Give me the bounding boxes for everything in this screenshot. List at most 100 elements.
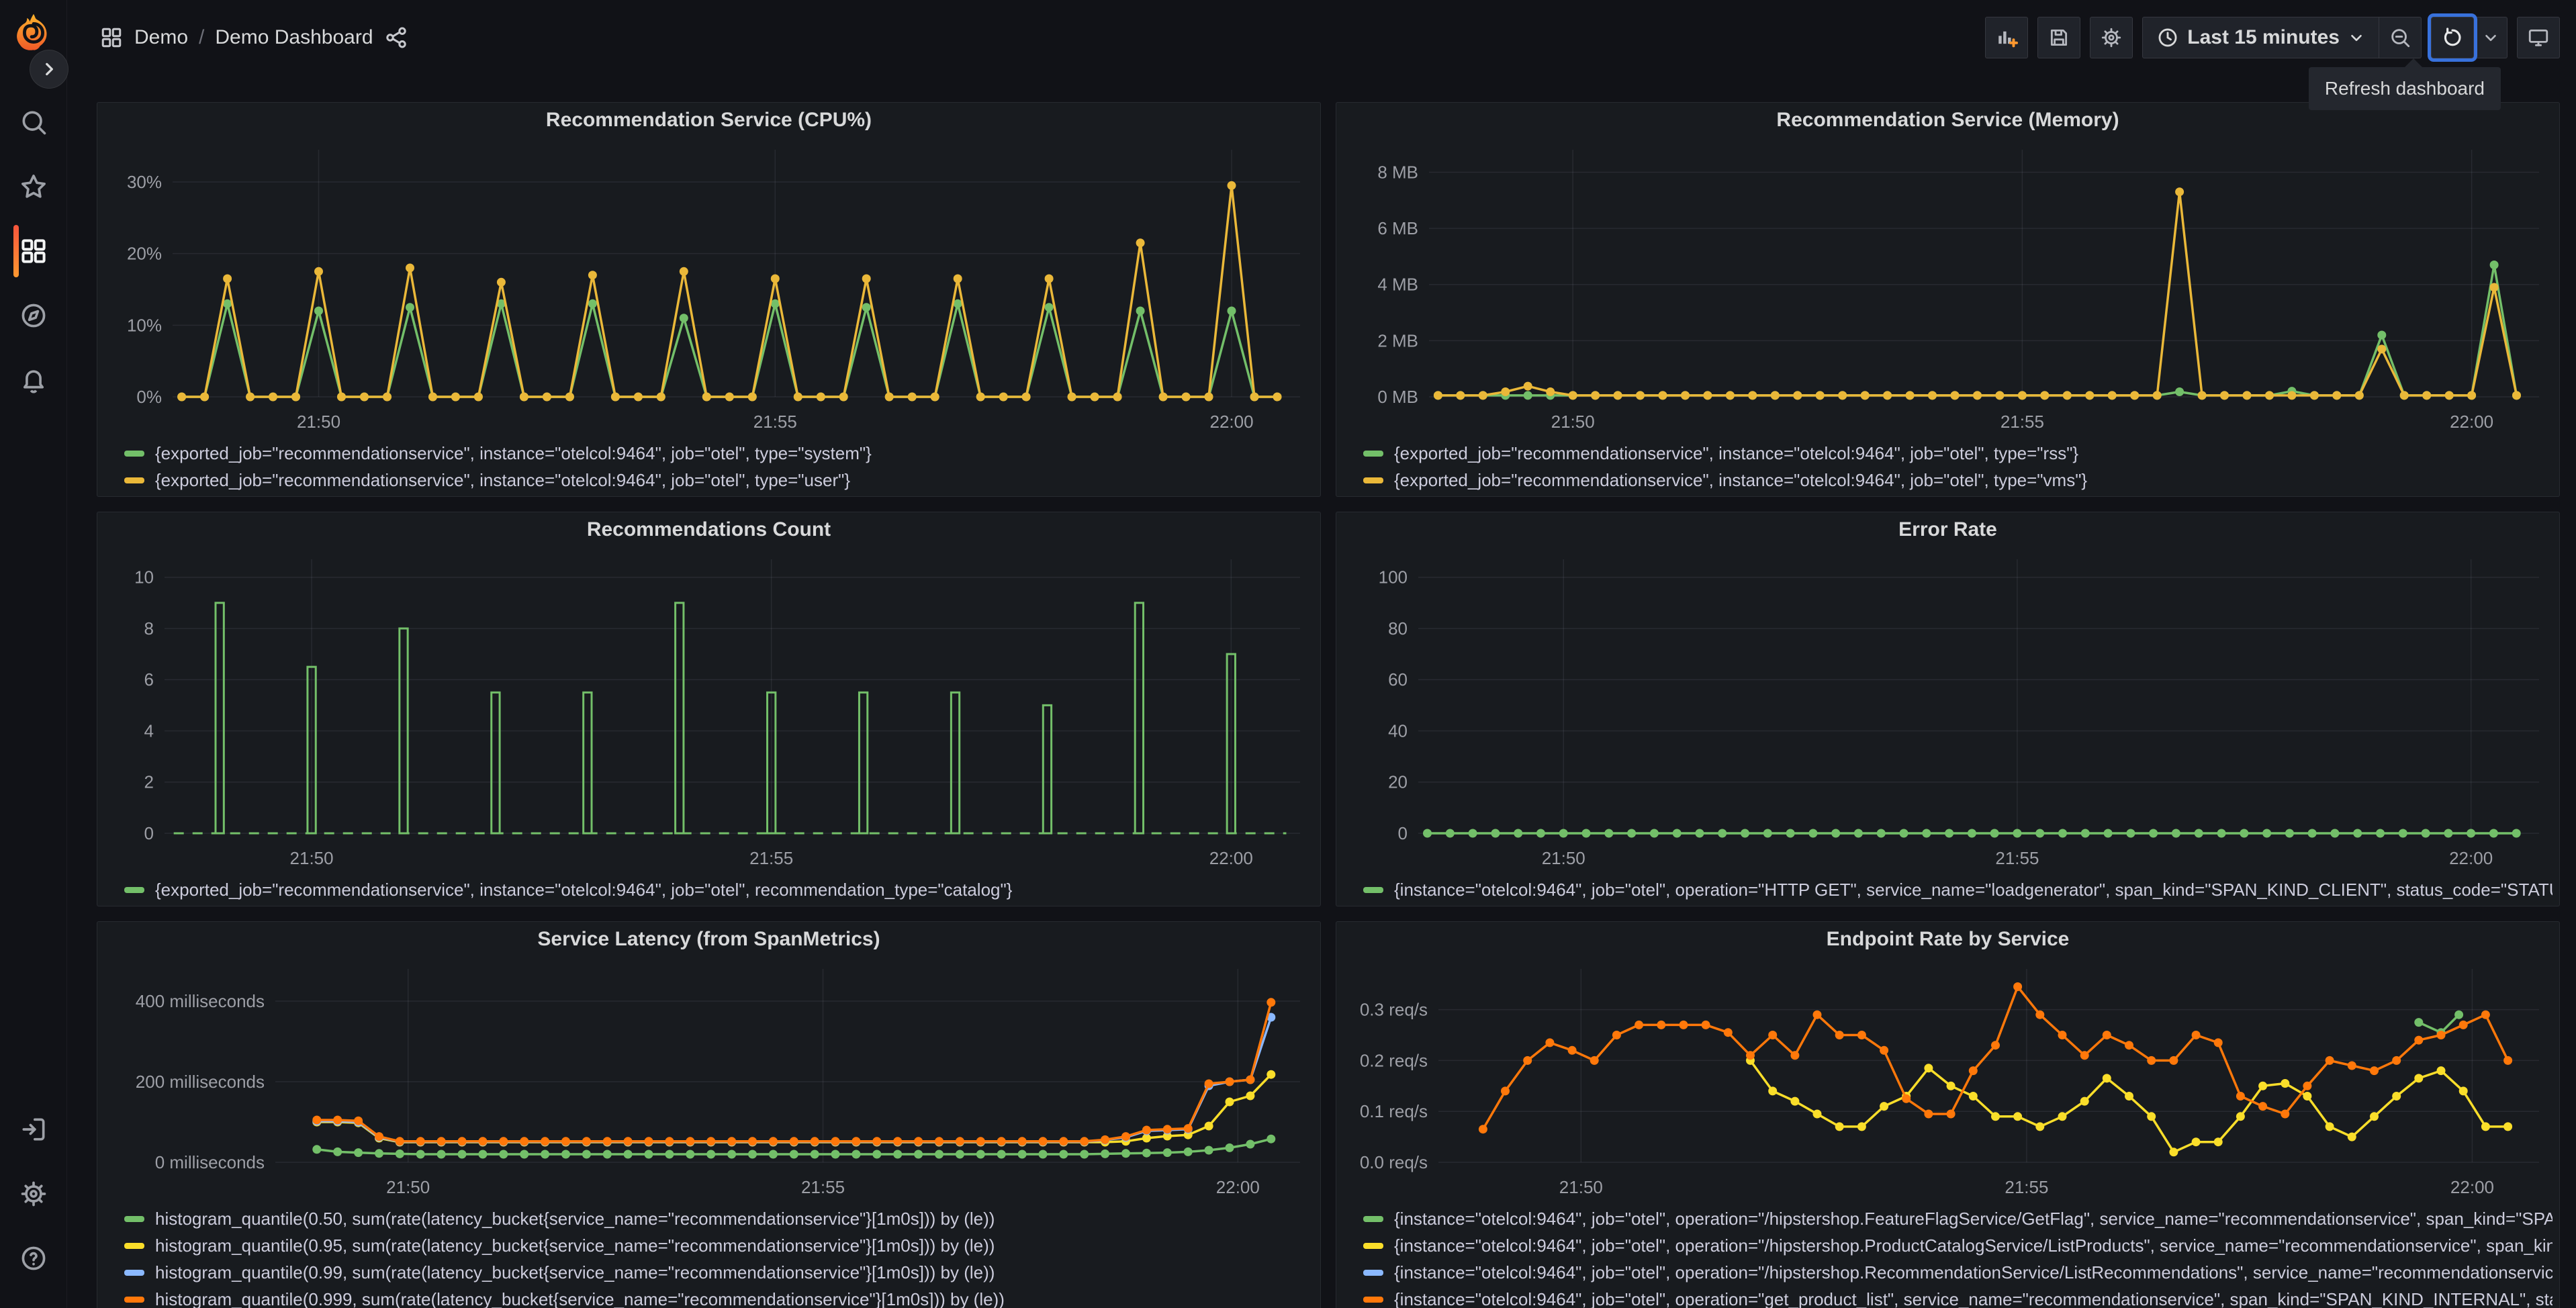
- legend-label[interactable]: {instance="otelcol:9464", job="otel", op…: [1394, 1262, 2552, 1282]
- legend-row: {instance="otelcol:9464", job="otel", op…: [1363, 1232, 2552, 1259]
- sign-in-icon: [22, 1118, 44, 1141]
- legend-label[interactable]: histogram_quantile(0.99, sum(rate(latenc…: [155, 1262, 995, 1282]
- gear-icon: [2102, 28, 2121, 48]
- time-range-label: Last 15 minutes: [2187, 26, 2340, 48]
- chart-canvas[interactable]: 0 20 40 60 80 100 21:50 21:55 22:00: [1336, 547, 2559, 876]
- panel-recommendation-service-memory: Recommendation Service (Memory) 0 MB 2 MB 4…: [1336, 102, 2560, 497]
- legend-row: {instance="otelcol:9464", job="otel", op…: [1363, 876, 2552, 903]
- panel-chart-area[interactable]: 0 MB 2 MB 4 MB 6 MB 8 MB 21:50 21:55 22:00: [1336, 138, 2559, 440]
- compass-icon: [21, 303, 45, 328]
- star-icon: [21, 175, 46, 198]
- sidebar-item-explore[interactable]: [0, 283, 67, 348]
- bell-icon: [23, 370, 44, 393]
- legend-label[interactable]: {exported_job="recommendationservice", i…: [1394, 442, 2079, 463]
- legend-label[interactable]: {exported_job="recommendationservice", i…: [155, 469, 851, 490]
- chart-canvas[interactable]: 0 MB 2 MB 4 MB 6 MB 8 MB 21:50 21:55 22:00: [1336, 138, 2559, 440]
- sidebar-item-settings[interactable]: [0, 1162, 67, 1226]
- dashboards-grid-icon: [21, 239, 46, 263]
- grafana-logo[interactable]: [13, 12, 54, 54]
- zoom-out-button[interactable]: [2379, 17, 2422, 58]
- panel-legend: {instance="otelcol:9464", job="otel", op…: [1336, 1205, 2559, 1308]
- legend-swatch-icon: [124, 1242, 144, 1249]
- panel-title[interactable]: Recommendation Service (Memory): [1776, 109, 2119, 131]
- svg-text:20: 20: [1388, 772, 1408, 792]
- legend-label[interactable]: histogram_quantile(0.50, sum(rate(latenc…: [155, 1208, 995, 1229]
- refresh-dashboard-button[interactable]: [2431, 17, 2474, 58]
- panel-title[interactable]: Recommendation Service (CPU%): [545, 109, 872, 131]
- svg-text:21:50: 21:50: [290, 848, 334, 868]
- svg-text:60: 60: [1388, 669, 1408, 690]
- sidebar-nav: [0, 90, 67, 412]
- panel-chart-area[interactable]: 0 20 40 60 80 100 21:50 21:55 22:00: [1336, 547, 2559, 876]
- panel-chart-area[interactable]: 0% 10% 20% 30% 21:50 21:55 22:00: [97, 138, 1320, 440]
- panel-chart-area[interactable]: 0 2 4 6 8 10 21:50 21:55 22:00: [97, 547, 1320, 876]
- panel-title[interactable]: Error Rate: [1898, 518, 1997, 541]
- panel-legend: {instance="otelcol:9464", job="otel", op…: [1336, 876, 2559, 906]
- chart-canvas[interactable]: 0 2 4 6 8 10 21:50 21:55 22:00: [97, 547, 1320, 876]
- sidebar-item-sign-in[interactable]: [0, 1097, 67, 1162]
- breadcrumb-section[interactable]: Demo: [134, 26, 189, 48]
- time-range-picker[interactable]: Last 15 minutes: [2142, 17, 2379, 58]
- panel-title[interactable]: Endpoint Rate by Service: [1826, 928, 2070, 950]
- sidebar-item-search[interactable]: [0, 90, 67, 154]
- panel-title[interactable]: Recommendations Count: [586, 518, 831, 541]
- legend-label[interactable]: histogram_quantile(0.95, sum(rate(latenc…: [155, 1235, 995, 1256]
- save-dashboard-button[interactable]: [2037, 17, 2081, 58]
- legend-label[interactable]: {exported_job="recommendationservice", i…: [155, 879, 1013, 900]
- share-icon[interactable]: [384, 26, 408, 50]
- svg-text:22:00: 22:00: [1209, 412, 1253, 432]
- dashboard-settings-button[interactable]: [2090, 17, 2133, 58]
- legend-label[interactable]: {instance="otelcol:9464", job="otel", op…: [1394, 1289, 2552, 1308]
- refresh-icon: [2444, 28, 2461, 46]
- sidebar: [0, 0, 68, 1308]
- legend-label[interactable]: {instance="otelcol:9464", job="otel", op…: [1394, 1235, 2552, 1256]
- dashboard-grid: Recommendation Service (CPU%) 0% 10% 20% 30%…: [67, 75, 2576, 1308]
- svg-text:21:55: 21:55: [2000, 412, 2044, 432]
- svg-text:20%: 20%: [127, 244, 162, 264]
- legend-row: {exported_job="recommendationservice", i…: [124, 440, 1314, 467]
- legend-row: {exported_job="recommendationservice", i…: [124, 876, 1314, 903]
- sidebar-item-help[interactable]: [0, 1226, 67, 1291]
- refresh-interval-dropdown-button[interactable]: [2474, 17, 2508, 58]
- gear-icon: [21, 1181, 46, 1207]
- legend-row: {instance="otelcol:9464", job="otel", op…: [1363, 1286, 2552, 1308]
- chart-canvas[interactable]: 0.0 req/s 0.1 req/s 0.2 req/s 0.3 req/s 21:5…: [1336, 957, 2559, 1205]
- svg-text:10%: 10%: [127, 315, 162, 335]
- legend-label[interactable]: {exported_job="recommendationservice", i…: [155, 442, 872, 463]
- legend-label[interactable]: {exported_job="recommendationservice", i…: [1394, 469, 2088, 490]
- cycle-view-mode-button[interactable]: [2517, 17, 2560, 58]
- svg-text:4: 4: [144, 720, 154, 741]
- panel-service-latency-from-spanmetrics: Service Latency (from SpanMetrics) 0 mill…: [97, 921, 1321, 1308]
- svg-text:22:00: 22:00: [2450, 412, 2493, 432]
- chart-canvas[interactable]: 0% 10% 20% 30% 21:50 21:55 22:00: [97, 138, 1320, 440]
- legend-swatch-icon: [124, 1215, 144, 1222]
- svg-text:21:55: 21:55: [2005, 1177, 2048, 1197]
- legend-label[interactable]: {instance="otelcol:9464", job="otel", op…: [1394, 1208, 2552, 1229]
- legend-row: histogram_quantile(0.50, sum(rate(latenc…: [124, 1205, 1314, 1232]
- legend-label[interactable]: {instance="otelcol:9464", job="otel", op…: [1394, 879, 2552, 900]
- sidebar-nav-bottom: [0, 1097, 67, 1291]
- panel-chart-area[interactable]: 0.0 req/s 0.1 req/s 0.2 req/s 0.3 req/s 21:5…: [1336, 957, 2559, 1205]
- add-panel-button[interactable]: [1985, 17, 2029, 58]
- clock-icon: [2158, 28, 2177, 47]
- svg-text:8: 8: [144, 618, 154, 639]
- sidebar-item-dashboards[interactable]: [0, 219, 67, 283]
- panel-chart-area[interactable]: 0 milliseconds 200 milliseconds 400 millis…: [97, 957, 1320, 1205]
- refresh-tooltip: Refresh dashboard: [2308, 58, 2501, 110]
- chevron-right-icon: [46, 62, 53, 76]
- sidebar-item-alerting[interactable]: [0, 348, 67, 412]
- svg-text:21:55: 21:55: [1995, 848, 2039, 868]
- panel-title[interactable]: Service Latency (from SpanMetrics): [537, 928, 880, 950]
- svg-text:0 MB: 0 MB: [1377, 387, 1418, 407]
- legend-row: {exported_job="recommendationservice", i…: [124, 467, 1314, 494]
- breadcrumb-page[interactable]: Demo Dashboard: [215, 26, 373, 48]
- legend-swatch-icon: [124, 477, 144, 483]
- expand-sidebar-button[interactable]: [30, 50, 68, 89]
- help-circle-icon: [21, 1246, 45, 1270]
- sidebar-item-starred[interactable]: [0, 154, 67, 219]
- legend-swatch-icon: [1363, 1269, 1383, 1276]
- chart-canvas[interactable]: 0 milliseconds 200 milliseconds 400 millis…: [97, 957, 1320, 1205]
- legend-row: histogram_quantile(0.999, sum(rate(laten…: [124, 1286, 1314, 1308]
- legend-swatch-icon: [124, 1296, 144, 1303]
- legend-label[interactable]: histogram_quantile(0.999, sum(rate(laten…: [155, 1289, 1005, 1308]
